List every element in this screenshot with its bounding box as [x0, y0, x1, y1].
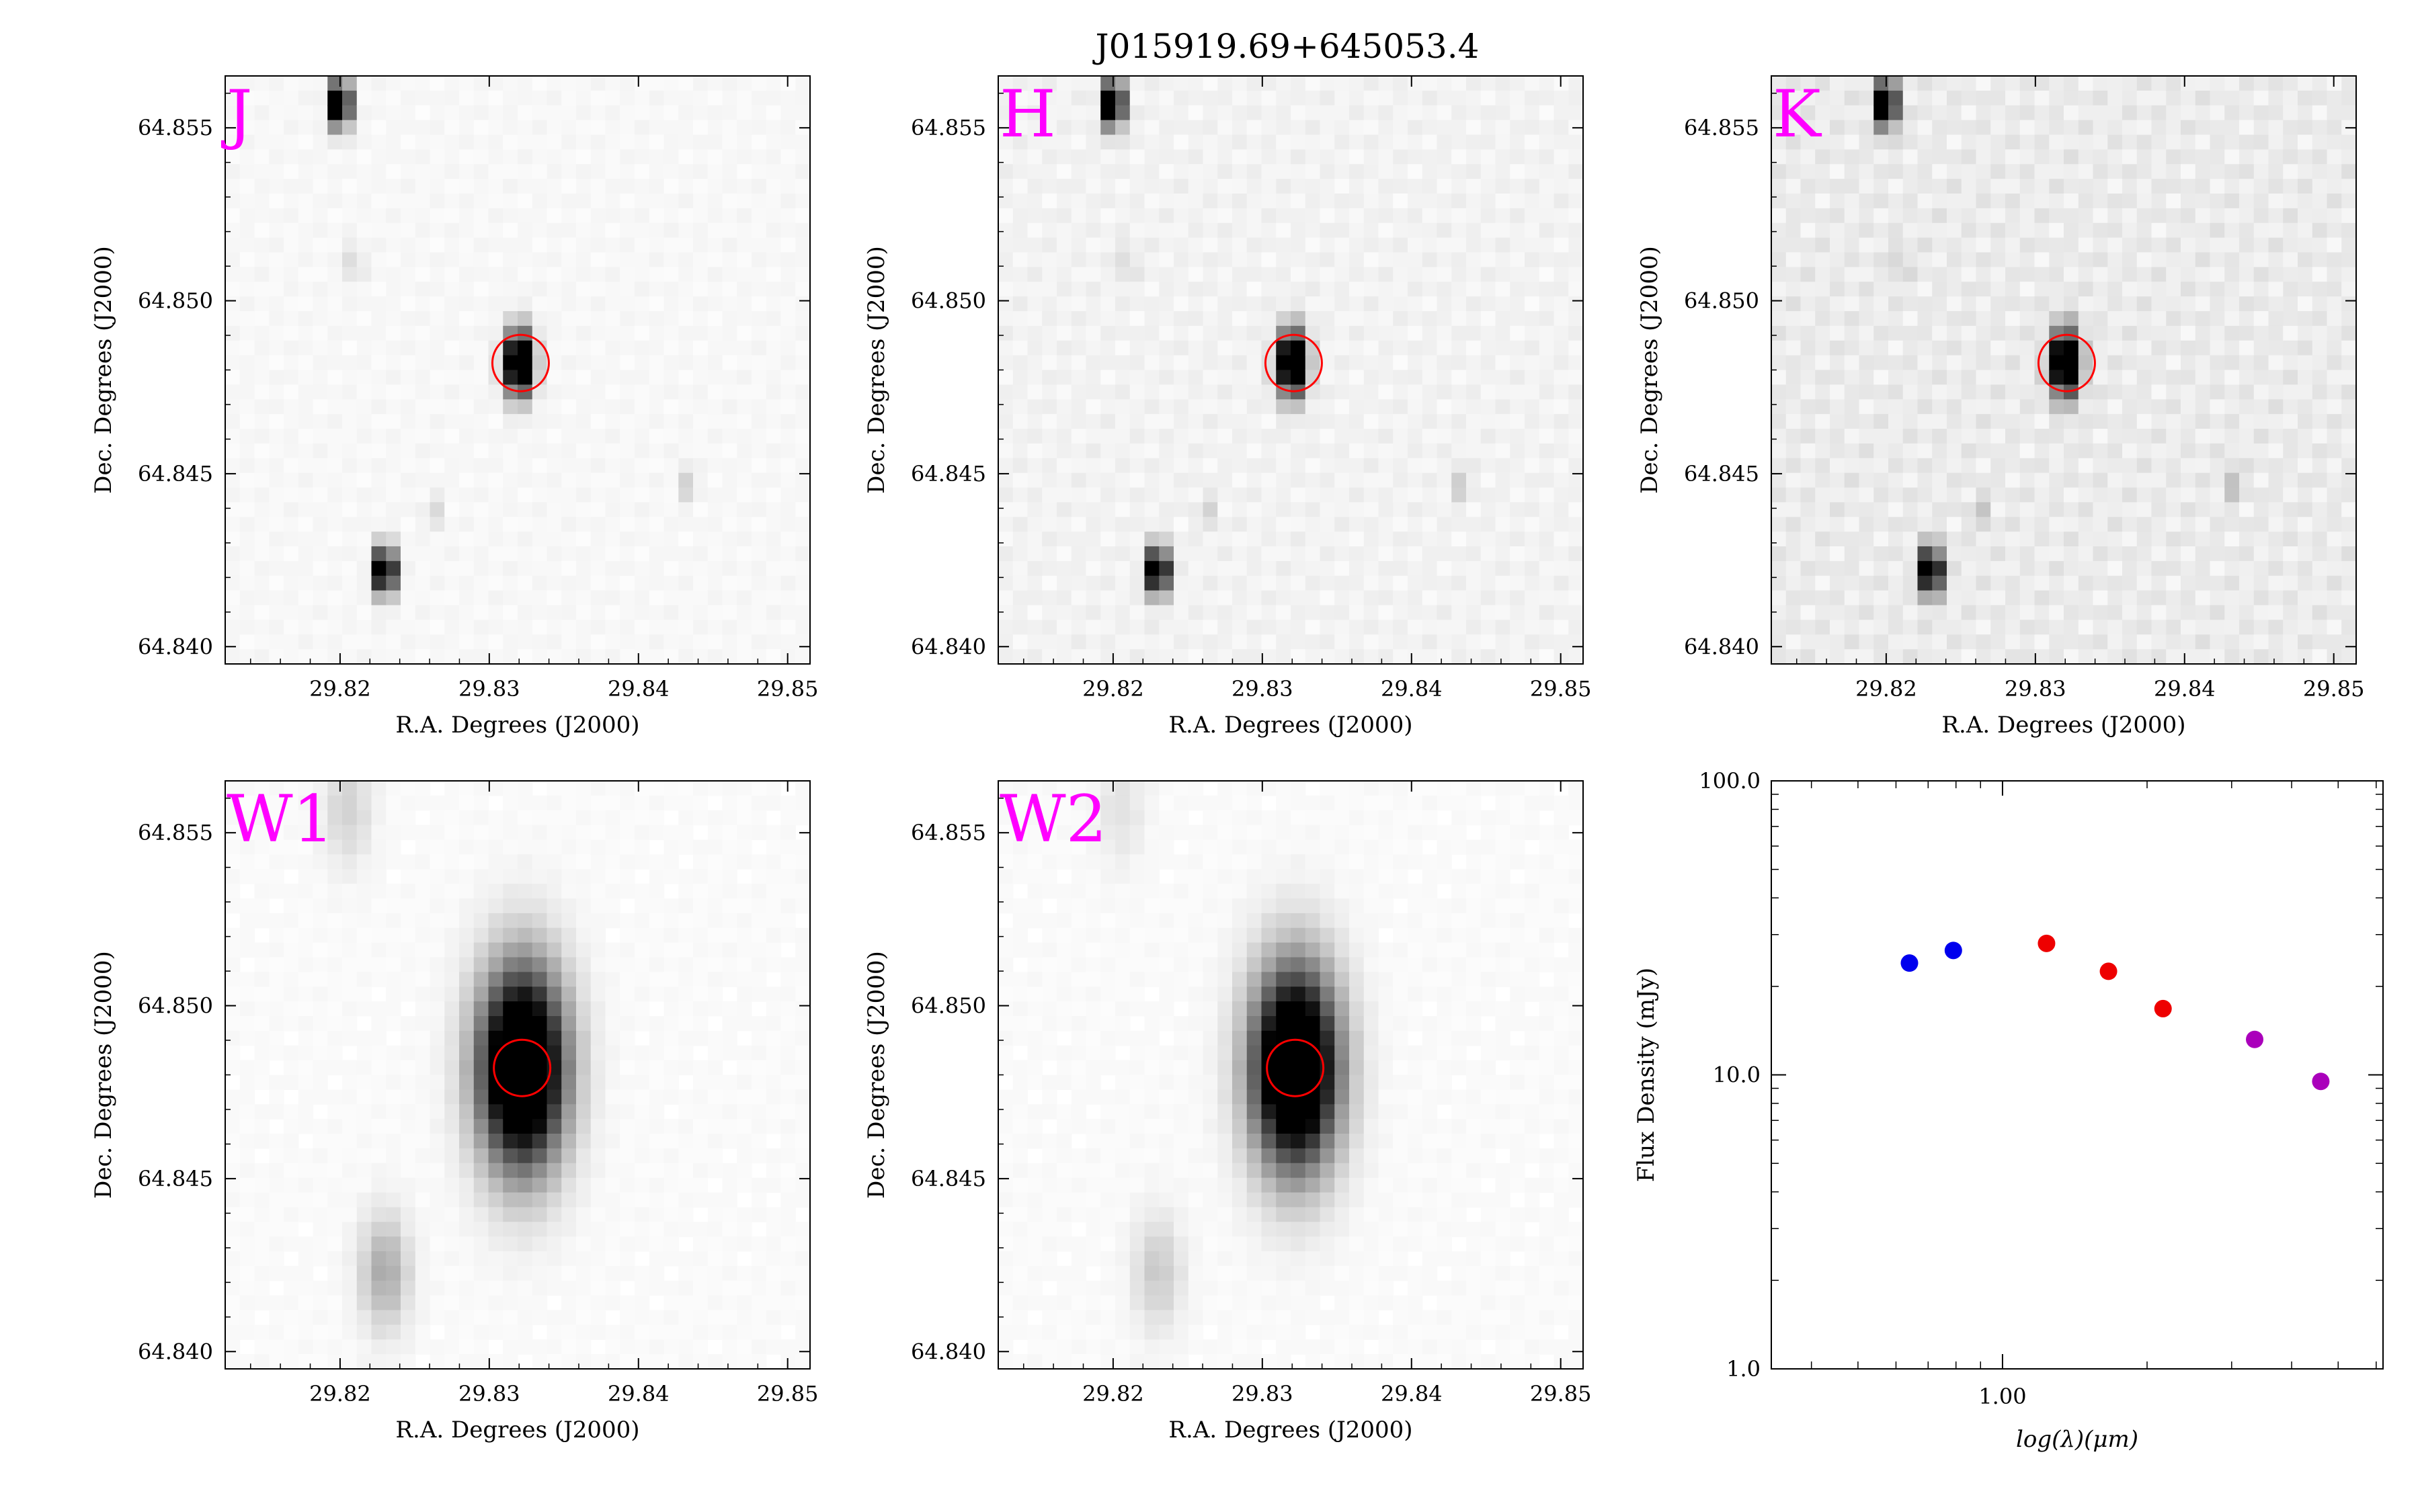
- sed-point-5: [2246, 1030, 2264, 1048]
- sed-y-axis-label: Flux Density (mJy): [1633, 968, 1660, 1182]
- sed-point-3: [2099, 962, 2118, 980]
- x-tick-label: 29.85: [757, 1381, 819, 1406]
- y-tick-label: 64.840: [1684, 634, 1759, 659]
- sed-point-2: [2038, 934, 2056, 952]
- x-tick-label: 29.83: [2005, 676, 2066, 702]
- sed-chart: 1.0 10.0 100.0 1.00 log(λ)(μm) Flux Density (…: [1633, 768, 2384, 1453]
- y-tick-label: 64.845: [911, 1166, 986, 1191]
- x-tick-label: 29.82: [309, 1381, 371, 1406]
- sed-point-4: [2154, 999, 2172, 1017]
- band-image: [225, 781, 811, 1370]
- band-label: K: [1773, 77, 1822, 152]
- band-label: H: [1000, 77, 1056, 152]
- y-tick-label: 64.845: [911, 461, 986, 487]
- x-tick-label: 29.84: [2154, 676, 2216, 702]
- sed-y-tick-label: 100.0: [1699, 768, 1761, 794]
- sed-frame: [1771, 780, 2384, 1370]
- x-tick-label: 29.84: [608, 1381, 670, 1406]
- sed-x-axis-label: log(λ)(μm): [2016, 1426, 2138, 1453]
- y-axis-label: Dec. Degrees (J2000): [863, 951, 890, 1199]
- x-tick-label: 29.83: [1232, 1381, 1293, 1406]
- x-tick-label: 29.85: [757, 676, 819, 702]
- x-tick-label: 29.82: [309, 676, 371, 702]
- band-image: [225, 76, 811, 665]
- band-image: [998, 76, 1584, 665]
- x-tick-label: 29.85: [1530, 676, 1592, 702]
- y-tick-label: 64.840: [138, 634, 213, 659]
- x-axis-label: R.A. Degrees (J2000): [1168, 712, 1412, 739]
- image-panel-h: 29.82 29.83 29.84 29.85 64.840 64.845 64.850 64…: [863, 75, 1592, 739]
- image-panel-j: 29.82 29.83 29.84 29.85 64.840 64.845 64.850 64…: [90, 75, 819, 739]
- y-axis-label: Dec. Degrees (J2000): [1636, 246, 1663, 494]
- y-tick-label: 64.845: [1684, 461, 1759, 487]
- y-tick-label: 64.840: [138, 1339, 213, 1364]
- target-circle: [2037, 333, 2096, 392]
- y-axis-label: Dec. Degrees (J2000): [90, 246, 117, 494]
- y-tick-label: 64.850: [911, 993, 986, 1019]
- band-image: [1771, 76, 2357, 665]
- x-axis-label: R.A. Degrees (J2000): [1941, 712, 2185, 739]
- y-tick-label: 64.845: [138, 1166, 213, 1191]
- image-panel-w1: 29.82 29.83 29.84 29.85 64.840 64.845 64.850 64…: [90, 780, 819, 1443]
- x-tick-label: 29.83: [458, 676, 520, 702]
- x-tick-label: 29.83: [1232, 676, 1293, 702]
- y-tick-label: 64.855: [138, 115, 213, 140]
- x-tick-label: 29.82: [1082, 676, 1144, 702]
- y-tick-label: 64.855: [1684, 115, 1759, 140]
- x-tick-label: 29.85: [1530, 1381, 1592, 1406]
- x-tick-label: 29.83: [458, 1381, 520, 1406]
- band-label: W2: [1000, 782, 1107, 857]
- panels: 29.82 29.83 29.84 29.85 64.840 64.845 64.850 64…: [90, 75, 2384, 1453]
- target-circle: [1264, 333, 1323, 392]
- sed-y-tick-label: 1.0: [1726, 1356, 1761, 1382]
- y-tick-label: 64.850: [1684, 288, 1759, 314]
- sed-x-tick-label: 1.00: [1978, 1384, 2026, 1409]
- target-circle: [491, 333, 550, 392]
- y-axis-label: Dec. Degrees (J2000): [863, 246, 890, 494]
- figure-title: J015919.69+645053.4: [1092, 27, 1480, 66]
- x-tick-label: 29.82: [1082, 1381, 1144, 1406]
- x-tick-label: 29.84: [1381, 676, 1443, 702]
- y-tick-label: 64.850: [138, 288, 213, 314]
- band-label: W1: [227, 782, 334, 857]
- y-tick-label: 64.840: [911, 1339, 986, 1364]
- target-circle: [1266, 1038, 1325, 1097]
- image-panel-k: 29.82 29.83 29.84 29.85 64.840 64.845 64.850 64…: [1636, 75, 2365, 739]
- x-tick-label: 29.84: [608, 676, 670, 702]
- y-tick-label: 64.850: [911, 288, 986, 314]
- y-tick-label: 64.855: [911, 820, 986, 845]
- x-axis-label: R.A. Degrees (J2000): [395, 1417, 639, 1443]
- image-panel-w2: 29.82 29.83 29.84 29.85 64.840 64.845 64.850 64…: [863, 780, 1592, 1443]
- band-image: [998, 781, 1584, 1370]
- y-tick-label: 64.855: [911, 115, 986, 140]
- y-tick-label: 64.850: [138, 993, 213, 1019]
- x-tick-label: 29.85: [2303, 676, 2365, 702]
- y-tick-label: 64.840: [911, 634, 986, 659]
- x-tick-label: 29.82: [1855, 676, 1917, 702]
- sed-point-6: [2312, 1073, 2330, 1091]
- target-circle: [493, 1038, 552, 1097]
- y-axis-label: Dec. Degrees (J2000): [90, 951, 117, 1199]
- x-axis-label: R.A. Degrees (J2000): [1168, 1417, 1412, 1443]
- sed-point-0: [1900, 954, 1919, 972]
- x-tick-label: 29.84: [1381, 1381, 1443, 1406]
- sed-point-1: [1944, 941, 1962, 960]
- x-axis-label: R.A. Degrees (J2000): [395, 712, 639, 739]
- y-tick-label: 64.845: [138, 461, 213, 487]
- sed-y-tick-label: 10.0: [1713, 1062, 1761, 1088]
- y-tick-label: 64.855: [138, 820, 213, 845]
